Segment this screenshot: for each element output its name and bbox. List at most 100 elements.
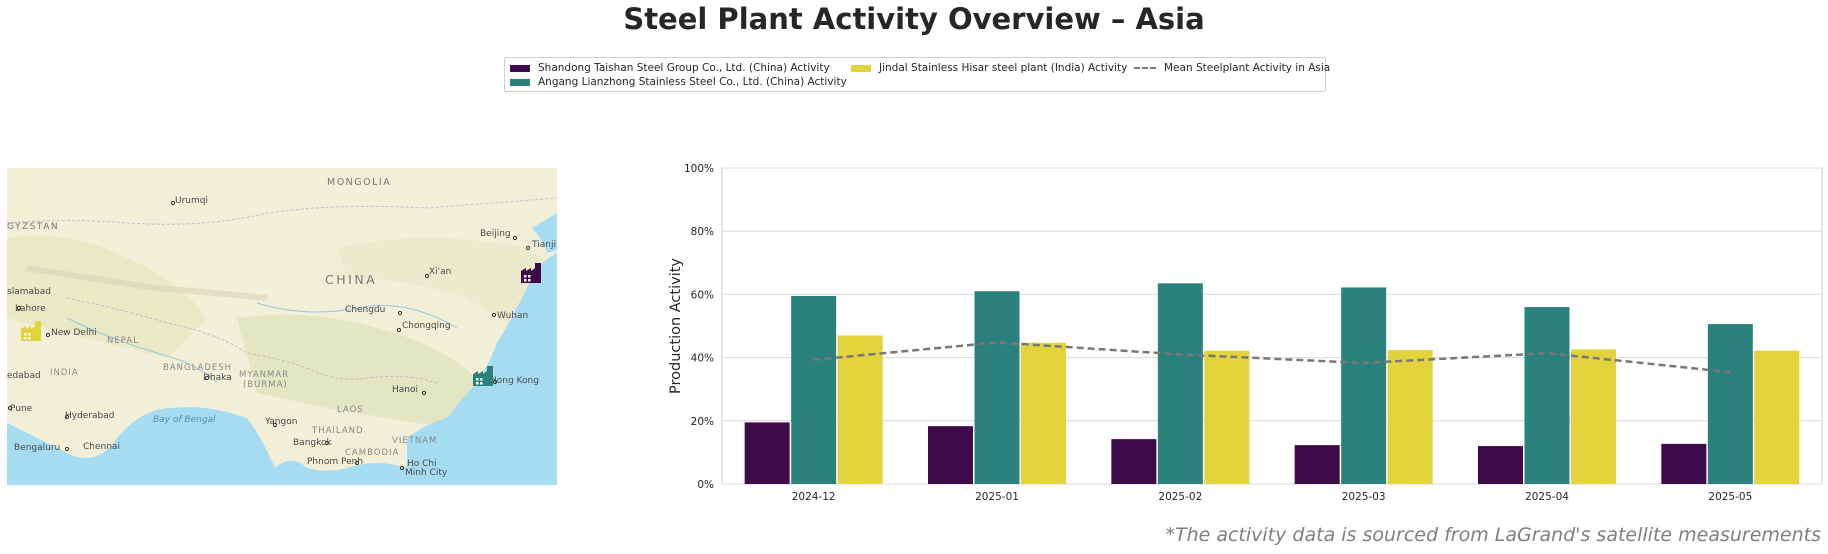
bar xyxy=(744,422,790,484)
y-tick-label: 60% xyxy=(691,289,714,301)
y-tick-label: 40% xyxy=(691,353,714,365)
map-label-tianjin: Tianji xyxy=(531,240,556,250)
factory-icon xyxy=(521,263,541,283)
map-label-hochiminh: Ho Chi xyxy=(407,459,437,469)
bar-chart: 0% 20% 40% 60% 80% 100% Production Activity 202… xyxy=(640,160,1828,524)
bar xyxy=(1111,439,1157,484)
bar xyxy=(1707,324,1753,484)
city-dot xyxy=(512,235,518,241)
bar xyxy=(1661,443,1707,484)
bar xyxy=(1387,350,1433,484)
map-label-myanmar: MYANMAR xyxy=(239,370,289,380)
map-label-edabad: edabad xyxy=(7,371,41,381)
city-dot xyxy=(204,375,210,381)
legend-label-jindal: Jindal Stainless Hisar steel plant (Indi… xyxy=(879,62,1128,74)
legend-swatch-shandong xyxy=(510,64,530,72)
city-dot xyxy=(170,200,176,206)
grid xyxy=(721,167,1823,485)
map-label-vietnam: VIETNAM xyxy=(392,436,437,446)
map-label-mongolia: MONGOLIA xyxy=(327,177,391,188)
bar xyxy=(1157,283,1203,484)
city-dot xyxy=(64,414,70,420)
footnote: *The activity data is sourced from LaGra… xyxy=(1165,524,1821,546)
bar xyxy=(791,295,837,484)
map-label-phnompenh: Phnom Penh xyxy=(307,457,363,467)
map-label-xian: Xi'an xyxy=(429,267,451,277)
map-label-lahore: Lahore xyxy=(15,304,46,314)
mean-line-group xyxy=(813,341,1731,374)
map-label-hochiminh2: Minh City xyxy=(405,468,448,478)
legend-label-shandong: Shandong Taishan Steel Group Co., Ltd. (… xyxy=(538,62,830,74)
city-dot xyxy=(525,245,531,251)
map-label-nepal: NEPAL xyxy=(107,336,139,346)
bar xyxy=(1294,445,1340,484)
city-dot xyxy=(7,405,13,411)
map-label-bayofbengal: Bay of Bengal xyxy=(153,415,216,425)
map-label-islamabad: slamabad xyxy=(7,287,51,297)
map-river xyxy=(66,317,218,384)
map-ocean xyxy=(275,460,417,485)
city-dot xyxy=(491,312,497,318)
map-label-newdelhi: New Delhi xyxy=(51,328,97,338)
map-border xyxy=(66,297,308,369)
legend-item-jindal: Jindal Stainless Hisar steel plant (Indi… xyxy=(851,62,1127,74)
map-label-beijing: Beijing xyxy=(480,229,511,239)
x-tick-label: 2025-03 xyxy=(1342,491,1386,503)
map-label-pune: Pune xyxy=(10,404,33,414)
map-label-cambodia: CAMBODIA xyxy=(345,448,399,458)
map-ocean xyxy=(407,253,557,485)
legend-item-angang: Angang Lianzhong Stainless Steel Co., Lt… xyxy=(510,76,847,88)
chart-title: Steel Plant Activity Overview – Asia xyxy=(623,2,1205,36)
map-terrain xyxy=(7,235,207,358)
map-label-yangon: Yangon xyxy=(264,417,297,427)
map-label-gyzstan: GYZSTAN xyxy=(7,222,59,232)
chart-svg: 0% 20% 40% 60% 80% 100% Production Activity 202… xyxy=(668,163,1823,503)
y-axis-label: Production Activity xyxy=(668,258,684,394)
map-label-china: CHINA xyxy=(325,272,377,287)
map-ocean xyxy=(7,407,275,485)
map-terrain xyxy=(26,265,268,301)
axes: 0% 20% 40% 60% 80% 100% Production Activity 202… xyxy=(668,163,1752,503)
bar xyxy=(974,291,1020,484)
y-tick-label: 100% xyxy=(684,163,714,175)
bar xyxy=(1478,446,1523,484)
city-dot xyxy=(64,446,70,452)
city-dot xyxy=(424,273,430,279)
bar xyxy=(1524,307,1570,484)
map-terrain xyxy=(237,314,477,428)
city-dot xyxy=(396,327,402,333)
bars xyxy=(744,283,1800,484)
city-dot xyxy=(399,465,405,471)
legend-swatch-mean xyxy=(1134,67,1156,69)
city-dot xyxy=(492,379,498,385)
map-label-chongqing: Chongqing xyxy=(402,321,451,331)
legend: Shandong Taishan Steel Group Co., Ltd. (… xyxy=(504,57,1330,92)
map-label-bangkok: Bangkok xyxy=(293,438,333,448)
bar xyxy=(1204,350,1250,484)
map-label-bengaluru: Bengaluru xyxy=(14,443,60,453)
map-svg: MONGOLIA Urumqi GYZSTAN Beijing Tianji C… xyxy=(7,168,557,485)
factory-icon xyxy=(21,321,41,341)
map-label-bangladesh: BANGLADESH xyxy=(163,363,232,373)
bar xyxy=(928,426,973,484)
x-tick-label: 2024-12 xyxy=(792,491,836,503)
map-label-thailand: THAILAND xyxy=(311,426,364,436)
map-border xyxy=(7,197,557,225)
city-dot xyxy=(16,305,22,311)
city-dot xyxy=(421,390,427,396)
city-dot xyxy=(324,440,330,446)
map-border xyxy=(306,367,438,384)
map-label-wuhan: Wuhan xyxy=(497,311,528,321)
y-tick-label: 0% xyxy=(697,479,714,491)
bar xyxy=(1571,349,1616,484)
asia-map: MONGOLIA Urumqi GYZSTAN Beijing Tianji C… xyxy=(7,168,557,485)
bar xyxy=(1021,342,1066,484)
map-river xyxy=(256,302,458,329)
mean-line xyxy=(813,341,1731,374)
x-tick-label: 2025-05 xyxy=(1708,491,1752,503)
factory-icon xyxy=(473,366,493,386)
bar xyxy=(1754,350,1800,484)
legend-label-mean: Mean Steelplant Activity in Asia xyxy=(1164,62,1331,74)
legend-item-shandong: Shandong Taishan Steel Group Co., Ltd. (… xyxy=(510,62,830,74)
x-tick-label: 2025-01 xyxy=(975,491,1019,503)
